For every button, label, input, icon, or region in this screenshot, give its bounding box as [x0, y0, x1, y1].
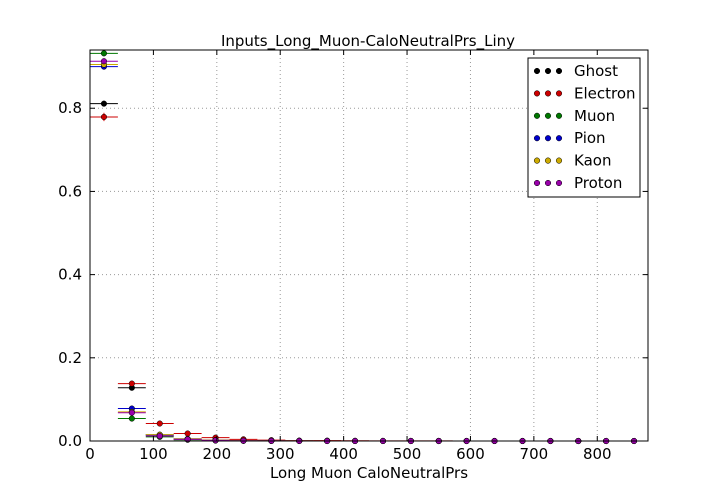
- legend-marker-pion: [555, 135, 563, 142]
- legend-marker-electron: [533, 90, 541, 97]
- proton-point: [212, 437, 219, 444]
- muon-point: [100, 50, 107, 57]
- electron-point: [100, 113, 107, 121]
- y-tick-label: 0.8: [58, 99, 82, 117]
- legend-marker-muon: [555, 112, 563, 119]
- legend-label-ghost: Ghost: [574, 62, 618, 80]
- y-tick-label: 0.4: [58, 266, 82, 284]
- x-tick-label: 500: [393, 445, 422, 463]
- legend-marker-pion: [544, 135, 552, 142]
- electron-point: [156, 420, 163, 427]
- muon-point: [128, 415, 135, 422]
- plot-frame: [89, 49, 649, 442]
- chart-title: Inputs_Long_Muon-CaloNeutralPrs_Liny: [221, 32, 515, 51]
- legend-marker-proton: [533, 179, 541, 187]
- x-tick-label: 100: [139, 445, 168, 463]
- proton-point: [100, 58, 107, 65]
- axis-layer: 0 100 200 300 400 500 600 700 800 0.0 0.2 0.4 0.6 0.8: [58, 50, 648, 463]
- legend-marker-ghost: [544, 67, 552, 75]
- x-tick-label: 400: [329, 445, 358, 463]
- proton-point: [128, 409, 135, 416]
- legend-label-kaon: Kaon: [574, 152, 611, 170]
- legend-marker-ghost: [533, 67, 541, 75]
- legend-marker-kaon: [544, 157, 552, 164]
- legend-marker-proton: [555, 179, 563, 187]
- ghost-point: [100, 100, 107, 107]
- legend-label-pion: Pion: [574, 129, 606, 147]
- x-tick-label: 0: [85, 445, 95, 463]
- legend-marker-proton: [544, 179, 552, 187]
- legend-marker-electron: [544, 90, 552, 97]
- legend-marker-pion: [533, 135, 541, 142]
- legend-label-electron: Electron: [574, 84, 636, 102]
- electron-point: [128, 380, 135, 387]
- legend-label-muon: Muon: [574, 107, 615, 125]
- legend-label-proton: Proton: [574, 174, 622, 192]
- x-tick-label: 300: [266, 445, 295, 463]
- y-tick-label: 0.0: [58, 432, 82, 450]
- legend-marker-muon: [533, 112, 541, 119]
- x-tick-label: 800: [583, 445, 612, 463]
- legend-marker-ghost: [555, 67, 563, 75]
- legend-marker-electron: [555, 90, 563, 97]
- proton-point: [156, 432, 163, 440]
- y-tick-label: 0.6: [58, 182, 82, 200]
- x-tick-label: 600: [456, 445, 485, 463]
- legend-marker-muon: [544, 112, 552, 119]
- legend: Ghost Electron Muon Pion Kaon Proton: [527, 57, 641, 198]
- x-tick-label: 200: [202, 445, 231, 463]
- x-tick-label: 700: [520, 445, 549, 463]
- legend-marker-kaon: [533, 157, 541, 164]
- x-axis-title: Long Muon CaloNeutralPrs: [270, 464, 468, 482]
- electron-point: [184, 430, 191, 437]
- y-tick-label: 0.2: [58, 349, 82, 367]
- legend-box: [527, 57, 641, 198]
- legend-marker-kaon: [555, 157, 563, 164]
